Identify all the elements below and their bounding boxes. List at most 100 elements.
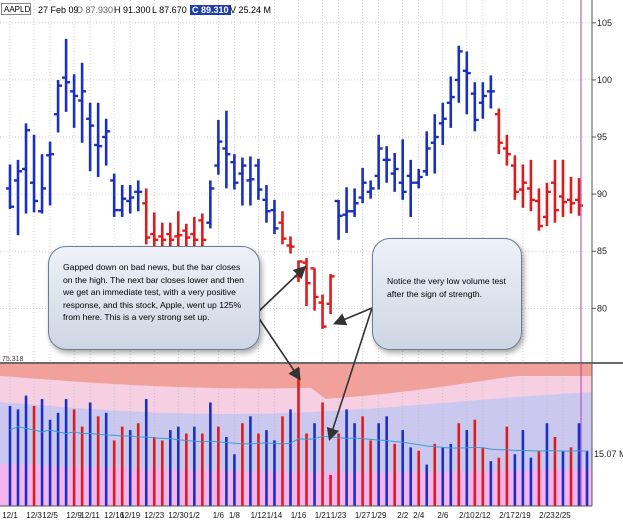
volume-bar	[80, 426, 84, 506]
volume-bar	[441, 447, 445, 506]
price-bar	[126, 184, 135, 214]
volume-bar	[273, 440, 276, 506]
volume-bar	[457, 423, 461, 506]
price-bar	[326, 274, 335, 315]
volume-bar	[88, 402, 92, 506]
volume-bar	[112, 440, 116, 506]
annotation-right-text: Notice the very low volume test after th…	[387, 276, 506, 299]
price-bar	[102, 118, 111, 166]
date-tick-label: 2/4	[413, 511, 425, 520]
y-axis-labels: 80 85 90 95 100 105 75.318 15.07 M	[2, 18, 623, 459]
volume-bar	[16, 409, 20, 506]
volume-bar	[521, 430, 525, 506]
zone-mid-pink	[0, 376, 592, 414]
volume-bar	[561, 450, 565, 506]
volume-bar	[569, 447, 573, 506]
price-bar	[142, 188, 151, 245]
date-tick-label: 2/17	[499, 511, 515, 520]
price-tick-label: 95	[597, 132, 607, 142]
volume-moving-average-line	[9, 426, 588, 452]
price-tick-label: 80	[597, 303, 607, 313]
volume-bar	[281, 416, 284, 506]
price-bar	[486, 75, 495, 109]
header-close: C 89.310	[190, 5, 231, 15]
volume-bar	[361, 416, 364, 506]
date-tick-label: 2/25	[555, 511, 571, 520]
price-bar	[110, 173, 119, 217]
date-tick-label: 2/23	[539, 511, 555, 520]
price-bar	[566, 177, 575, 214]
date-tick-label: 2/19	[515, 511, 531, 520]
volume-bar	[56, 412, 60, 506]
volume-bar	[481, 447, 485, 506]
volume-bar	[505, 426, 509, 506]
volume-bar	[249, 416, 252, 506]
price-bar	[230, 154, 239, 190]
volume-bar	[417, 450, 421, 506]
volume-zone-bands	[0, 364, 592, 506]
price-bar	[414, 169, 423, 189]
price-bar	[182, 223, 191, 248]
volume-bar	[193, 426, 196, 506]
symbol-box[interactable]: AAPLD	[1, 3, 31, 15]
header-high: H 91.300	[114, 5, 151, 15]
price-bar	[214, 119, 223, 175]
volume-bar	[72, 409, 76, 506]
price-bar	[38, 154, 47, 214]
date-tick-label: 12/19	[120, 511, 141, 520]
price-bar	[518, 164, 527, 208]
volume-tick-label: 15.07 M	[594, 449, 623, 459]
price-bar	[422, 131, 431, 176]
volume-bar	[144, 399, 148, 506]
price-bar	[174, 211, 183, 247]
volume-bar	[217, 426, 220, 506]
price-bar	[198, 213, 207, 247]
arrow-to-gap-bar	[255, 265, 307, 315]
date-tick-label: 12/11	[80, 511, 100, 520]
annotation-arrows	[255, 265, 373, 442]
price-bar	[94, 102, 103, 178]
price-bar	[310, 267, 319, 311]
date-tick-label: 2/2	[397, 511, 409, 520]
annotation-right-callout: Notice the very low volume test after th…	[372, 238, 522, 350]
volume-bars	[8, 368, 589, 506]
volume-bar	[473, 419, 477, 506]
volume-bar	[313, 423, 316, 506]
volume-bar	[120, 426, 124, 506]
partial-tick-label: 75.318	[2, 356, 24, 363]
price-tick-label: 90	[597, 189, 607, 199]
volume-bar	[465, 430, 469, 506]
header-open: O 87.930	[76, 5, 114, 15]
volume-bar	[225, 437, 228, 506]
price-bar	[86, 102, 95, 172]
price-bar	[134, 180, 143, 212]
date-tick-label: 1/21	[315, 511, 331, 520]
price-bar	[446, 76, 455, 128]
price-bar	[494, 108, 503, 155]
volume-bar	[577, 423, 581, 506]
price-bar	[374, 134, 383, 190]
arrow-to-test-volume	[326, 307, 373, 442]
volume-bar	[377, 423, 380, 506]
volume-bar	[233, 454, 236, 506]
date-tick-label: 12/1	[2, 511, 18, 520]
arrow-to-gap-volume	[255, 313, 301, 381]
volume-bar	[40, 399, 44, 506]
volume-bar	[257, 433, 260, 506]
price-tick-label: 100	[597, 75, 612, 85]
price-bar	[254, 158, 263, 200]
date-tick-label: 2/12	[475, 511, 491, 520]
price-bar	[358, 167, 367, 204]
volume-bar	[8, 405, 12, 506]
price-bar	[454, 45, 463, 103]
volume-bar	[353, 423, 356, 506]
price-bars	[6, 38, 583, 329]
volume-bar	[497, 457, 501, 506]
volume-bar	[337, 433, 340, 506]
date-tick-label: 1/6	[213, 511, 225, 520]
price-bar	[118, 184, 127, 217]
volume-bar	[64, 399, 68, 506]
date-tick-label: 2/10	[459, 511, 475, 520]
price-bar	[238, 157, 247, 206]
date-tick-label: 1/14	[267, 511, 283, 520]
